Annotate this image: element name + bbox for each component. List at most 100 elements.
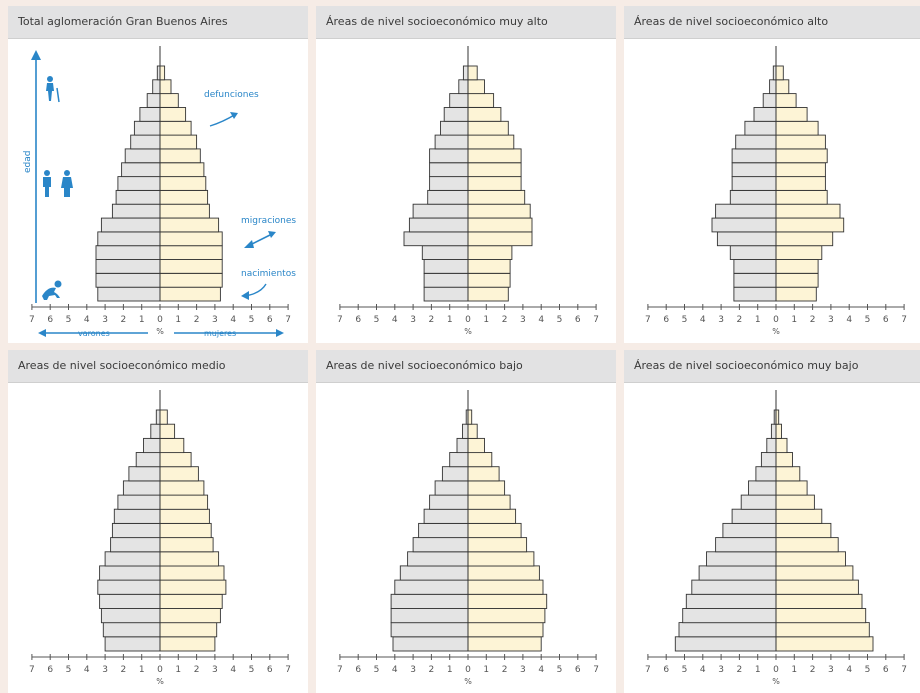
x-tick-label: 0	[773, 665, 779, 675]
x-tick-label: 4	[392, 315, 398, 325]
bar-female	[159, 508, 210, 524]
x-tick-label: 1	[791, 665, 797, 675]
bar-male	[113, 508, 161, 524]
bar-female	[775, 480, 808, 496]
x-tick-label: 5	[557, 665, 563, 675]
bar-female	[159, 494, 209, 510]
bar-male	[733, 272, 777, 288]
bar-male	[390, 593, 469, 609]
bar-male	[715, 203, 777, 219]
adult-woman-icon	[61, 170, 73, 197]
bar-female	[159, 409, 168, 425]
bar-female	[159, 423, 176, 439]
x-tick-label: 5	[249, 665, 255, 675]
bar-male	[100, 608, 161, 624]
bar-female	[467, 245, 513, 260]
x-tick-label: 4	[846, 315, 852, 325]
x-tick-label: 4	[230, 315, 236, 325]
pyramid-chart-alto: 7 6 5 4 3 2 1 0 1 2 3 4 5 6 7%	[645, 46, 907, 336]
bar-male	[100, 217, 161, 233]
x-tick-label: 3	[828, 315, 834, 325]
bar-male	[124, 148, 161, 164]
x-tick-label: 7	[593, 665, 599, 675]
bar-female	[159, 452, 192, 468]
bar-female	[775, 565, 854, 581]
bar-female	[775, 231, 834, 247]
bar-female	[159, 176, 207, 191]
bar-male	[99, 565, 161, 581]
bar-male	[408, 217, 469, 233]
age-axis-label: edad	[23, 151, 33, 173]
x-tick-label: 5	[374, 315, 380, 325]
x-tick-label: 6	[47, 665, 53, 675]
bar-female	[159, 272, 223, 288]
bar-female	[467, 537, 528, 553]
x-tick-label: 2	[429, 315, 435, 325]
bar-female	[467, 593, 548, 609]
bar-male	[407, 551, 469, 567]
callout-defunciones: defunciones	[204, 90, 259, 100]
bar-female	[467, 176, 522, 191]
bar-male	[394, 579, 469, 595]
x-tick-label: 7	[29, 315, 35, 325]
bar-female	[775, 286, 817, 302]
x-tick-label: 2	[194, 665, 200, 675]
bar-female	[775, 636, 874, 652]
bar-male	[434, 134, 469, 150]
x-tick-label: 1	[447, 665, 453, 675]
x-tick-label: 3	[212, 665, 218, 675]
bar-male	[427, 189, 469, 205]
pyramid-panel-muy-alto: Áreas de nivel socioeconómico muy alto 7…	[316, 6, 616, 343]
x-tick-label: 0	[773, 315, 779, 325]
panel-title: Áreas de nivel socioeconómico muy bajo	[624, 350, 920, 383]
bar-male	[403, 231, 469, 247]
bar-female	[159, 537, 214, 553]
x-tick-label: 4	[538, 665, 544, 675]
x-tick-label: 1	[447, 315, 453, 325]
bar-female	[775, 162, 826, 178]
x-axis-label: %	[772, 327, 780, 336]
x-tick-label: 2	[502, 315, 508, 325]
x-tick-label: 7	[645, 315, 651, 325]
bar-female	[775, 579, 859, 595]
bar-female	[467, 466, 500, 482]
bar-male	[399, 565, 469, 581]
bar-male	[443, 107, 469, 122]
bar-female	[467, 189, 526, 205]
x-tick-label: 6	[47, 315, 53, 325]
bar-female	[467, 452, 493, 468]
varones-label: varones	[78, 329, 110, 338]
x-tick-label: 1	[755, 665, 761, 675]
bar-female	[467, 107, 502, 122]
pyramid-panel-total: Total aglomeración Gran Buenos Aires 7 6 5…	[8, 6, 308, 343]
bar-male	[462, 423, 469, 439]
bar-female	[467, 93, 495, 108]
bar-female	[775, 203, 841, 219]
pyramid-chart-bajo: 7 6 5 4 3 2 1 0 1 2 3 4 5 6 7%	[337, 390, 599, 686]
bar-female	[159, 231, 223, 247]
bar-male	[128, 466, 161, 482]
bar-female	[467, 409, 473, 425]
x-tick-label: 7	[593, 315, 599, 325]
pyramid-chart-muy-bajo: 7 6 5 4 3 2 1 0 1 2 3 4 5 6 7%	[645, 390, 907, 686]
bar-male	[418, 522, 469, 539]
pyramid-panel-medio: Areas de nivel socioeconómico medio 7 6 5 4…	[8, 350, 308, 693]
panel-title: Áreas de nivel socioeconómico alto	[624, 6, 920, 39]
x-tick-label: 1	[139, 665, 145, 675]
bar-female	[775, 452, 793, 468]
bar-female	[775, 79, 790, 95]
bar-male	[412, 537, 469, 553]
pyramid-panel-alto: Áreas de nivel socioeconómico alto 7 6 5 4 3…	[624, 6, 920, 343]
panel-title: Areas de nivel socioeconómico medio	[8, 350, 308, 383]
bar-female	[467, 148, 522, 164]
x-tick-label: 5	[66, 315, 72, 325]
bar-male	[766, 437, 777, 454]
bar-female	[775, 508, 823, 524]
bar-male	[740, 494, 777, 510]
bar-male	[440, 120, 469, 136]
bar-female	[775, 217, 845, 233]
bar-male	[731, 148, 777, 164]
x-tick-label: 0	[465, 665, 471, 675]
bar-female	[775, 608, 867, 624]
bar-male	[760, 452, 777, 468]
